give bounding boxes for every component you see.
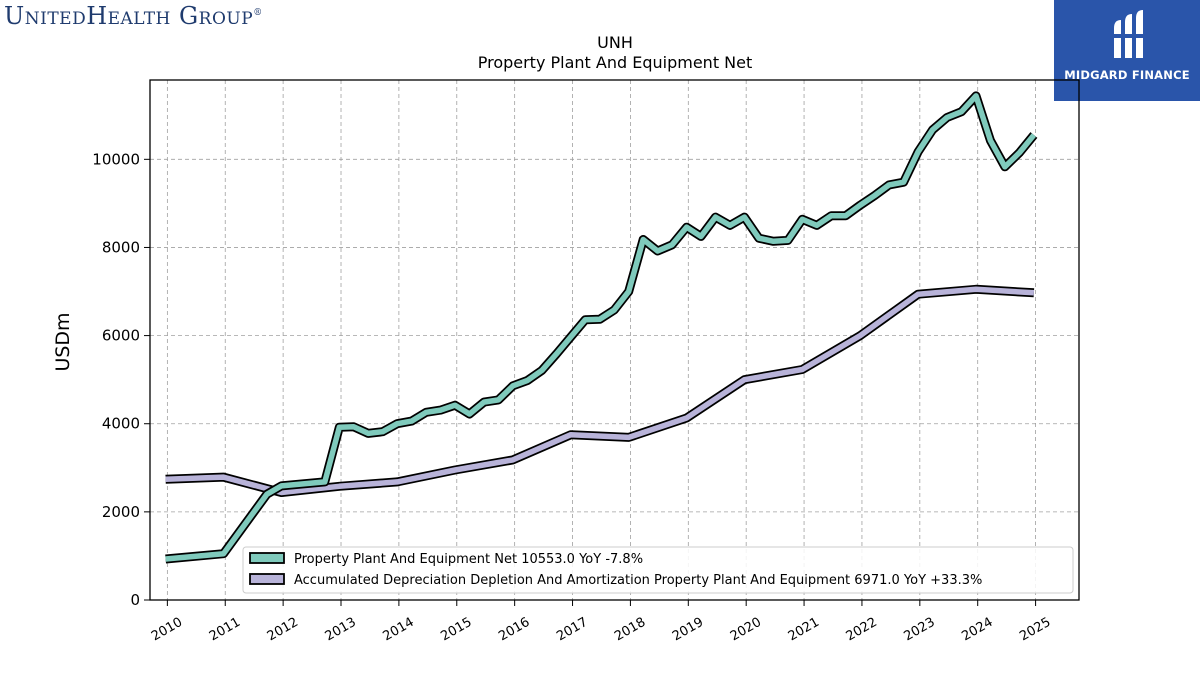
y-axis-label: USDm: [52, 312, 74, 371]
legend-box: [242, 546, 1074, 594]
y-tick-label: 4000: [102, 415, 140, 433]
series-accumulated-depreciation: [165, 284, 1035, 497]
legend[interactable]: Property Plant And Equipment Net 10553.0…: [242, 546, 1074, 594]
legend-label-ppe-net: Property Plant And Equipment Net 10553.0…: [294, 552, 643, 567]
midgard-mark-icon: [1110, 10, 1146, 58]
x-tick-label: 2011: [207, 615, 243, 645]
plot-frame: [149, 79, 1080, 601]
unitedhealth-group-logo: UnitedHealth Group®: [4, 2, 263, 30]
x-tick-label: 2019: [670, 615, 706, 645]
series-line: [165, 286, 1035, 496]
y-tick-label: 0: [130, 591, 140, 609]
chart-title: UNH: [597, 33, 633, 52]
x-tick-label: 2025: [1017, 615, 1053, 645]
midgard-finance-logo: MIDGARD FINANCE: [1054, 0, 1200, 101]
chart-subtitle: Property Plant And Equipment Net: [478, 53, 753, 72]
x-tick-label: 2014: [381, 615, 417, 645]
x-tick-label: 2015: [438, 615, 474, 645]
y-tick-label: 8000: [102, 238, 140, 256]
x-tick-label: 2013: [323, 615, 359, 645]
x-tick-label: 2018: [612, 615, 648, 645]
x-tick-label: 2024: [959, 615, 995, 645]
legend-swatch-ppe-net: [249, 552, 285, 564]
series-line: [165, 93, 1037, 562]
series-ppe-net: [165, 91, 1038, 564]
x-tick-label: 2012: [265, 615, 301, 645]
legend-label-accumulated-depreciation: Accumulated Depreciation Depletion And A…: [294, 573, 982, 588]
x-axis: 2010 2011 2012 2013 2014 2015 2016 2017 2018 2019…: [149, 600, 1053, 644]
grid: [150, 80, 1079, 600]
x-tick-label: 2022: [844, 615, 880, 645]
legend-swatch-accumulated-depreciation: [249, 573, 285, 585]
y-tick-label: 2000: [102, 503, 140, 521]
y-tick-label: 10000: [92, 150, 140, 168]
y-axis: 0 2000 4000 6000 8000 10000: [92, 150, 150, 609]
x-tick-label: 2021: [786, 615, 822, 645]
x-tick-label: 2020: [728, 615, 764, 645]
x-tick-label: 2017: [554, 615, 590, 645]
midgard-finance-label: MIDGARD FINANCE: [1064, 68, 1190, 82]
x-tick-label: 2023: [901, 615, 937, 645]
series-layer: [165, 91, 1038, 564]
x-tick-label: 2010: [149, 615, 185, 645]
x-tick-label: 2016: [496, 615, 532, 645]
y-tick-label: 6000: [102, 327, 140, 345]
